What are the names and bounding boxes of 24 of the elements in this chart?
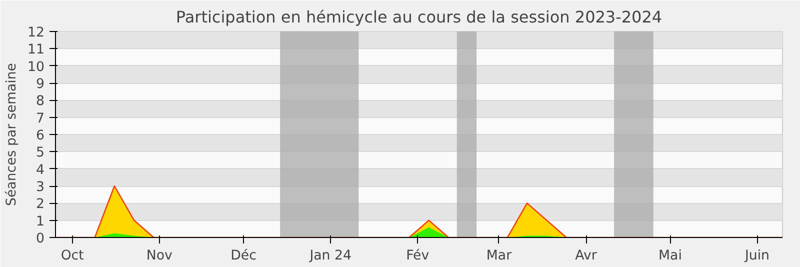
y-tick-label: 8 <box>36 94 45 110</box>
x-tick-label: Déc <box>230 248 256 264</box>
x-tick-label: Jan 24 <box>308 248 352 264</box>
y-tick-label: 6 <box>36 128 45 144</box>
chart-title: Participation en hémicycle au cours de la session 2023-2024 <box>176 8 662 26</box>
y-tick-label: 4 <box>36 162 45 178</box>
x-tick-label: Fév <box>406 248 430 264</box>
y-tick-label: 9 <box>36 77 45 92</box>
x-tick-label: Mai <box>658 248 682 264</box>
y-tick-label: 3 <box>36 180 45 195</box>
y-tick-label: 5 <box>36 146 45 161</box>
x-tick-label: Nov <box>146 248 172 264</box>
y-tick-label: 12 <box>28 26 45 40</box>
x-tick-label: Juin <box>744 248 770 264</box>
x-tick-label: Oct <box>60 248 84 264</box>
y-axis-title: Séances par semaine <box>4 63 20 206</box>
x-tick-label: Avr <box>575 248 598 264</box>
x-tick-label: Mar <box>486 248 512 264</box>
y-tick-label: 0 <box>36 232 45 246</box>
y-tick-label: 7 <box>36 111 45 126</box>
y-tick-label: 2 <box>36 197 45 212</box>
y-tick-label: 1 <box>36 214 45 230</box>
y-tick-label: 10 <box>28 60 45 75</box>
y-tick-label: 11 <box>28 42 45 58</box>
